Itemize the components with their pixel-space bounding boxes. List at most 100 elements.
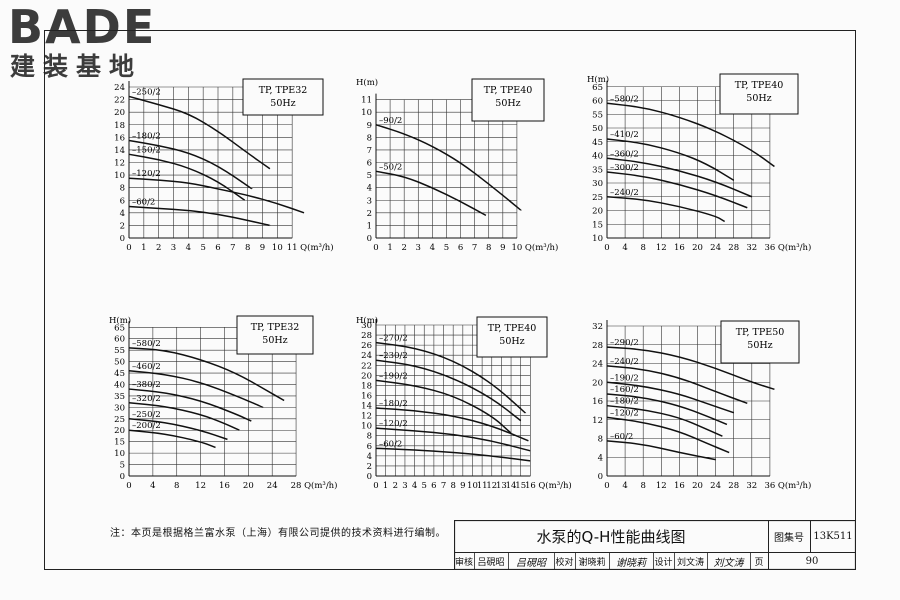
curve-200-2 [128, 429, 216, 449]
legend-text: 50Hz [495, 98, 520, 109]
y-tick-label: 4 [598, 453, 603, 463]
y-tick-label: 6 [367, 442, 372, 452]
y-tick-label: 15 [592, 220, 603, 230]
legend-box [236, 315, 314, 355]
y-tick-label: 50 [592, 124, 603, 134]
design-label: 设计 [654, 558, 673, 568]
y-tick-label: 10 [592, 234, 603, 244]
curve-label: –150/2 [132, 145, 161, 155]
x-tick-label: 12 [195, 481, 206, 491]
design-name: 刘文涛 [676, 558, 704, 568]
curve-50-2 [375, 170, 487, 217]
review-label: 审核 [454, 558, 473, 568]
curve-380-2 [128, 388, 252, 422]
curve-label: –60/2 [132, 198, 155, 208]
x-tick-label: 32 [746, 243, 757, 253]
curve-180-2 [375, 407, 529, 442]
y-tick-label: 55 [592, 110, 603, 120]
legend-text: 50Hz [747, 340, 772, 351]
x-tick-label: 8 [450, 481, 455, 491]
y-tick-label: 2 [367, 462, 372, 472]
y-tick-label: 6 [367, 159, 372, 169]
chart-tpe32-small: 0 1 2 3 4 5 6 7 8 9 10 11024681012141618202224Q(m³/… [114, 78, 334, 253]
x-tick-label: 8 [640, 481, 645, 491]
y-tick-label: 8 [367, 432, 372, 442]
y-tick-label: 25 [114, 415, 125, 425]
y-tick-label: 26 [361, 341, 372, 351]
y-tick-label: 28 [592, 341, 603, 351]
y-tick-label: 4 [120, 209, 125, 219]
x-tick-label: 12 [656, 243, 667, 253]
x-tick-label: 0 [126, 481, 131, 491]
legend-box [471, 78, 545, 122]
y-tick-label: 8 [367, 133, 372, 143]
title-block: 水泵的Q-H性能曲线图 图集号 13K511 审核 吕硯昭 吕硯昭 校对 谢晓莉… [454, 520, 856, 570]
y-tick-label: 20 [114, 108, 125, 118]
x-tick-label: 4 [430, 243, 435, 253]
y-tick-label: 25 [592, 193, 603, 203]
x-tick-label: 24 [267, 481, 278, 491]
curve-label: –270/2 [379, 334, 408, 344]
x-tick-label: 10 [272, 243, 283, 253]
footnote: 注：本页是根据格兰富水泵（上海）有限公司提供的技术资料进行编制。 [110, 528, 446, 539]
y-tick-label: 10 [114, 171, 125, 181]
y-tick-label: 32 [592, 322, 603, 332]
y-tick-label: 12 [592, 416, 603, 426]
x-tick-label: 28 [291, 481, 302, 491]
proofread-signature: 谢晓莉 [616, 558, 646, 569]
y-tick-label: 5 [120, 461, 125, 471]
proofread-name: 谢晓莉 [578, 558, 606, 568]
curve-180-2 [606, 404, 723, 437]
x-tick-label: 3 [402, 481, 407, 491]
legend-text: 50Hz [262, 335, 287, 346]
x-tick-label: 16 [674, 481, 685, 491]
x-tick-label: 5 [422, 481, 427, 491]
curve-label: –240/2 [610, 357, 639, 367]
x-tick-label: 5 [444, 243, 449, 253]
curve-120-2 [375, 427, 531, 452]
title-block-grid [454, 520, 856, 570]
x-tick-label: 4 [186, 243, 191, 253]
review-name: 吕硯昭 [477, 558, 505, 568]
x-tick-label: 36 [764, 243, 775, 253]
curve-460-2 [128, 370, 264, 409]
curve-320-2 [128, 402, 240, 431]
curve-250-2 [128, 95, 271, 170]
legend-text: TP, TPE40 [488, 323, 537, 334]
x-tick-label: 3 [416, 243, 421, 253]
curve-580-2 [128, 347, 285, 402]
x-tick-label: 7 [441, 481, 446, 491]
y-tick-label: 24 [592, 360, 603, 370]
x-tick-label: 0 [126, 243, 131, 253]
curve-label: –190/2 [610, 373, 639, 383]
y-tick-label: 14 [114, 146, 125, 156]
x-tick-label: 0 [604, 243, 609, 253]
legend-text: TP, TPE32 [259, 85, 308, 96]
legend-text: 50Hz [270, 98, 295, 109]
chart-tpe40-medium: 0 1 2 3 4 5 6 7 8 9 101112131415160246810121416182… [356, 315, 572, 491]
y-tick-label: 18 [114, 121, 125, 131]
atlas-number-value: 13K511 [813, 530, 853, 542]
curve-label: –120/2 [379, 419, 408, 429]
x-tick-label: 10 [467, 481, 478, 491]
curve-label: –190/2 [379, 371, 408, 381]
y-tick-label: 40 [114, 380, 125, 390]
x-axis-label: Q(m³/h) [525, 242, 558, 253]
x-tick-label: 0 [604, 481, 609, 491]
y-tick-label: 65 [592, 83, 603, 93]
curve-240-2 [606, 196, 726, 223]
y-tick-label: 16 [361, 391, 372, 401]
x-tick-label: 9 [500, 243, 505, 253]
chart-tpe40-large: 0 4 8 12 16 20 24 28 32 36 10 15 20 25 30 35 40 45 50 55 60 6… [587, 73, 811, 253]
x-tick-label: 8 [486, 243, 491, 253]
curve-120-2 [128, 177, 305, 214]
x-tick-label: 10 [511, 243, 522, 253]
x-tick-label: 8 [640, 243, 645, 253]
legend-text: TP, TPE50 [736, 327, 785, 338]
curve-label: –460/2 [132, 362, 161, 372]
y-tick-label: 5 [367, 171, 372, 181]
y-tick-label: 55 [114, 346, 125, 356]
y-tick-label: 0 [120, 472, 125, 482]
y-tick-label: 30 [592, 179, 603, 189]
chart-tpe40-small: 0 1 2 3 4 5 6 7 8 9 1001234567891011H(m)Q(m³/h)TP,… [356, 77, 558, 253]
